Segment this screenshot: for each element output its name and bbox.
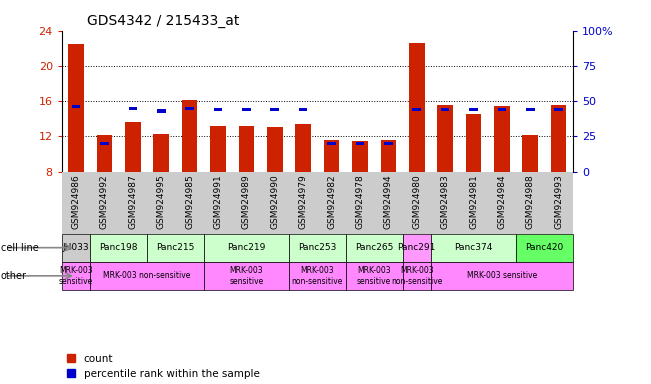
Bar [125, 122, 141, 172]
Text: MRK-003 non-sensitive: MRK-003 non-sensitive [104, 271, 191, 280]
Bar [494, 106, 510, 172]
Text: GSM924978: GSM924978 [355, 175, 365, 229]
Bar [100, 142, 109, 145]
Text: GDS4342 / 215433_at: GDS4342 / 215433_at [87, 14, 240, 28]
Text: GSM924993: GSM924993 [554, 175, 563, 229]
Text: MRK-003 sensitive: MRK-003 sensitive [467, 271, 537, 280]
Text: JH033: JH033 [62, 243, 89, 252]
Text: Panc374: Panc374 [454, 243, 493, 252]
Text: GSM924990: GSM924990 [270, 175, 279, 229]
Bar [555, 108, 563, 111]
Bar [62, 233, 90, 262]
Bar [154, 134, 169, 172]
Bar [431, 233, 516, 262]
Bar [128, 107, 137, 110]
Bar [355, 142, 365, 145]
Bar [267, 127, 283, 172]
Bar [72, 105, 80, 108]
Text: GSM924983: GSM924983 [441, 175, 450, 229]
Bar [402, 233, 431, 262]
Text: other: other [1, 271, 27, 281]
Text: GSM924992: GSM924992 [100, 175, 109, 229]
Text: GSM924985: GSM924985 [185, 175, 194, 229]
Bar [346, 262, 402, 290]
Bar [409, 43, 424, 172]
Bar [431, 262, 573, 290]
Bar [90, 233, 147, 262]
Text: MRK-003
sensitive: MRK-003 sensitive [357, 266, 391, 286]
Bar [551, 105, 566, 172]
Text: Panc253: Panc253 [298, 243, 337, 252]
Text: Panc215: Panc215 [156, 243, 195, 252]
Text: GSM924981: GSM924981 [469, 175, 478, 229]
Bar [413, 108, 421, 111]
Bar [296, 124, 311, 172]
Text: GSM924994: GSM924994 [384, 175, 393, 229]
Bar [289, 233, 346, 262]
Bar [402, 262, 431, 290]
Text: cell line: cell line [1, 243, 38, 253]
Bar [204, 262, 289, 290]
Text: MRK-003
sensitive: MRK-003 sensitive [59, 266, 93, 286]
Bar [384, 142, 393, 145]
Text: Panc291: Panc291 [398, 243, 436, 252]
Bar [147, 233, 204, 262]
Bar [186, 107, 194, 110]
Bar [469, 108, 478, 111]
Text: Panc265: Panc265 [355, 243, 393, 252]
Bar [516, 233, 573, 262]
Bar [62, 262, 90, 290]
Bar [352, 141, 368, 172]
Text: GSM924991: GSM924991 [214, 175, 223, 229]
Bar [90, 262, 204, 290]
Bar [441, 108, 449, 111]
Text: Panc219: Panc219 [227, 243, 266, 252]
Bar [157, 109, 165, 113]
Bar [242, 108, 251, 111]
Legend: count, percentile rank within the sample: count, percentile rank within the sample [67, 354, 260, 379]
Text: Panc198: Panc198 [100, 243, 138, 252]
Text: MRK-003
sensitive: MRK-003 sensitive [229, 266, 264, 286]
Bar [289, 262, 346, 290]
Bar [497, 108, 506, 111]
Text: MRK-003
non-sensitive: MRK-003 non-sensitive [391, 266, 443, 286]
Text: GSM924980: GSM924980 [412, 175, 421, 229]
Bar [182, 100, 197, 172]
Text: GSM924984: GSM924984 [497, 175, 506, 229]
Bar [238, 126, 254, 172]
Bar [327, 142, 336, 145]
Bar [68, 44, 84, 172]
Bar [324, 140, 339, 172]
Bar [526, 108, 534, 111]
Bar [437, 105, 453, 172]
Bar [299, 108, 307, 111]
Bar [214, 108, 222, 111]
Text: GSM924989: GSM924989 [242, 175, 251, 229]
Bar [465, 114, 481, 172]
Text: GSM924988: GSM924988 [526, 175, 534, 229]
Bar [381, 140, 396, 172]
Text: GSM924982: GSM924982 [327, 175, 336, 229]
Text: GSM924995: GSM924995 [157, 175, 166, 229]
Bar [204, 233, 289, 262]
Text: Panc420: Panc420 [525, 243, 564, 252]
Bar [270, 108, 279, 111]
Text: MRK-003
non-sensitive: MRK-003 non-sensitive [292, 266, 343, 286]
Text: GSM924986: GSM924986 [72, 175, 81, 229]
Bar [523, 136, 538, 172]
Text: GSM924987: GSM924987 [128, 175, 137, 229]
Bar [210, 126, 226, 172]
Bar [96, 135, 112, 172]
Text: GSM924979: GSM924979 [299, 175, 308, 229]
Bar [346, 233, 402, 262]
